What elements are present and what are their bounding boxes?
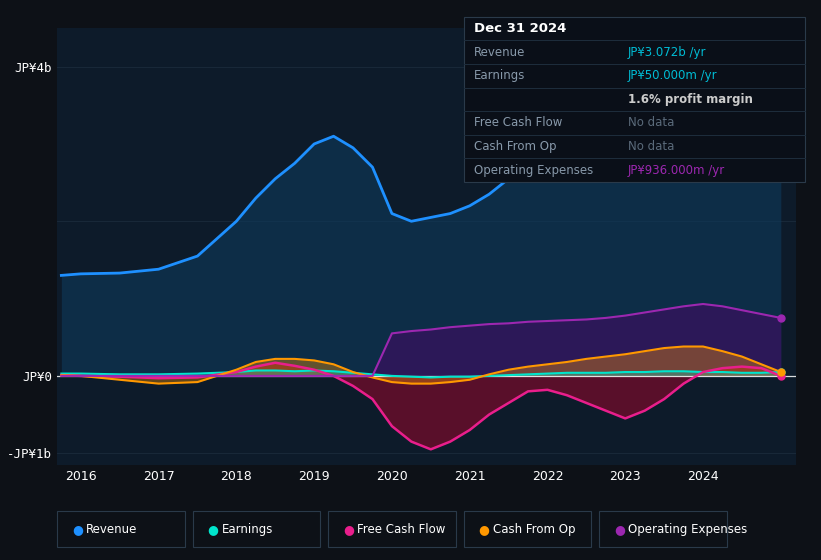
- Text: ●: ●: [614, 522, 625, 536]
- Text: No data: No data: [628, 140, 674, 153]
- Text: JP¥50.000m /yr: JP¥50.000m /yr: [628, 69, 718, 82]
- Text: Cash From Op: Cash From Op: [493, 522, 575, 536]
- Text: Operating Expenses: Operating Expenses: [628, 522, 747, 536]
- Text: Cash From Op: Cash From Op: [474, 140, 556, 153]
- Text: ●: ●: [479, 522, 489, 536]
- Text: ●: ●: [72, 522, 83, 536]
- Text: JP¥936.000m /yr: JP¥936.000m /yr: [628, 164, 725, 177]
- Text: 1.6% profit margin: 1.6% profit margin: [628, 93, 753, 106]
- Text: Dec 31 2024: Dec 31 2024: [474, 22, 566, 35]
- Text: Earnings: Earnings: [474, 69, 525, 82]
- Text: JP¥3.072b /yr: JP¥3.072b /yr: [628, 46, 707, 59]
- Text: ●: ●: [343, 522, 354, 536]
- Text: Earnings: Earnings: [222, 522, 273, 536]
- Text: ●: ●: [208, 522, 218, 536]
- Text: No data: No data: [628, 116, 674, 129]
- Text: Revenue: Revenue: [86, 522, 138, 536]
- Text: Revenue: Revenue: [474, 46, 525, 59]
- Text: Free Cash Flow: Free Cash Flow: [357, 522, 446, 536]
- Text: Operating Expenses: Operating Expenses: [474, 164, 593, 177]
- Text: Free Cash Flow: Free Cash Flow: [474, 116, 562, 129]
